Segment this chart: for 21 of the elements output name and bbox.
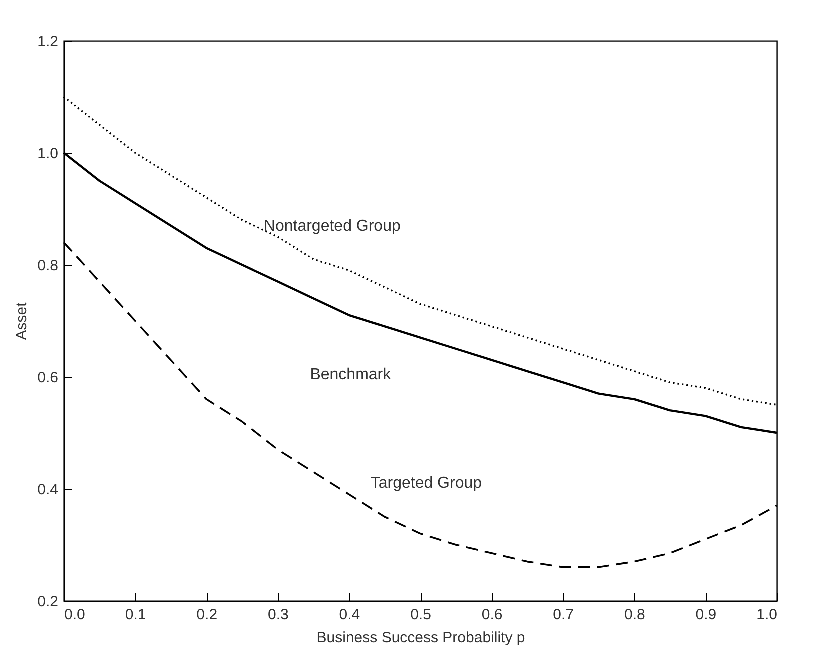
x-tick-label: 0.2 — [196, 606, 218, 624]
series-label: Targeted Group — [370, 475, 482, 492]
series-label: Nontargeted Group — [264, 218, 401, 235]
y-tick-label: 0.4 — [38, 482, 58, 498]
x-tick-label: 0.1 — [125, 606, 146, 624]
x-tick-label: 0.8 — [624, 606, 646, 624]
y-tick-label: 0.2 — [38, 594, 58, 610]
y-tick-label: 1.0 — [38, 146, 58, 162]
x-tick-label: 0.5 — [410, 606, 432, 624]
x-tick-label: 0.6 — [482, 606, 503, 624]
x-tick-label: 0.9 — [696, 606, 717, 624]
x-tick-label: 0.7 — [553, 606, 574, 624]
x-tick-label: 0.3 — [268, 606, 289, 624]
y-tick-label: 1.2 — [38, 34, 58, 50]
y-axis-title: Asset — [14, 302, 31, 340]
x-tick-label: 1.0 — [756, 606, 778, 624]
text: Benchmark — [310, 366, 392, 384]
x-tick-label: 0.0 — [64, 606, 86, 624]
y-tick-label: 0.8 — [38, 258, 58, 274]
y-tick-label: 0.6 — [38, 370, 58, 386]
x-tick-label: 0.4 — [339, 606, 360, 624]
